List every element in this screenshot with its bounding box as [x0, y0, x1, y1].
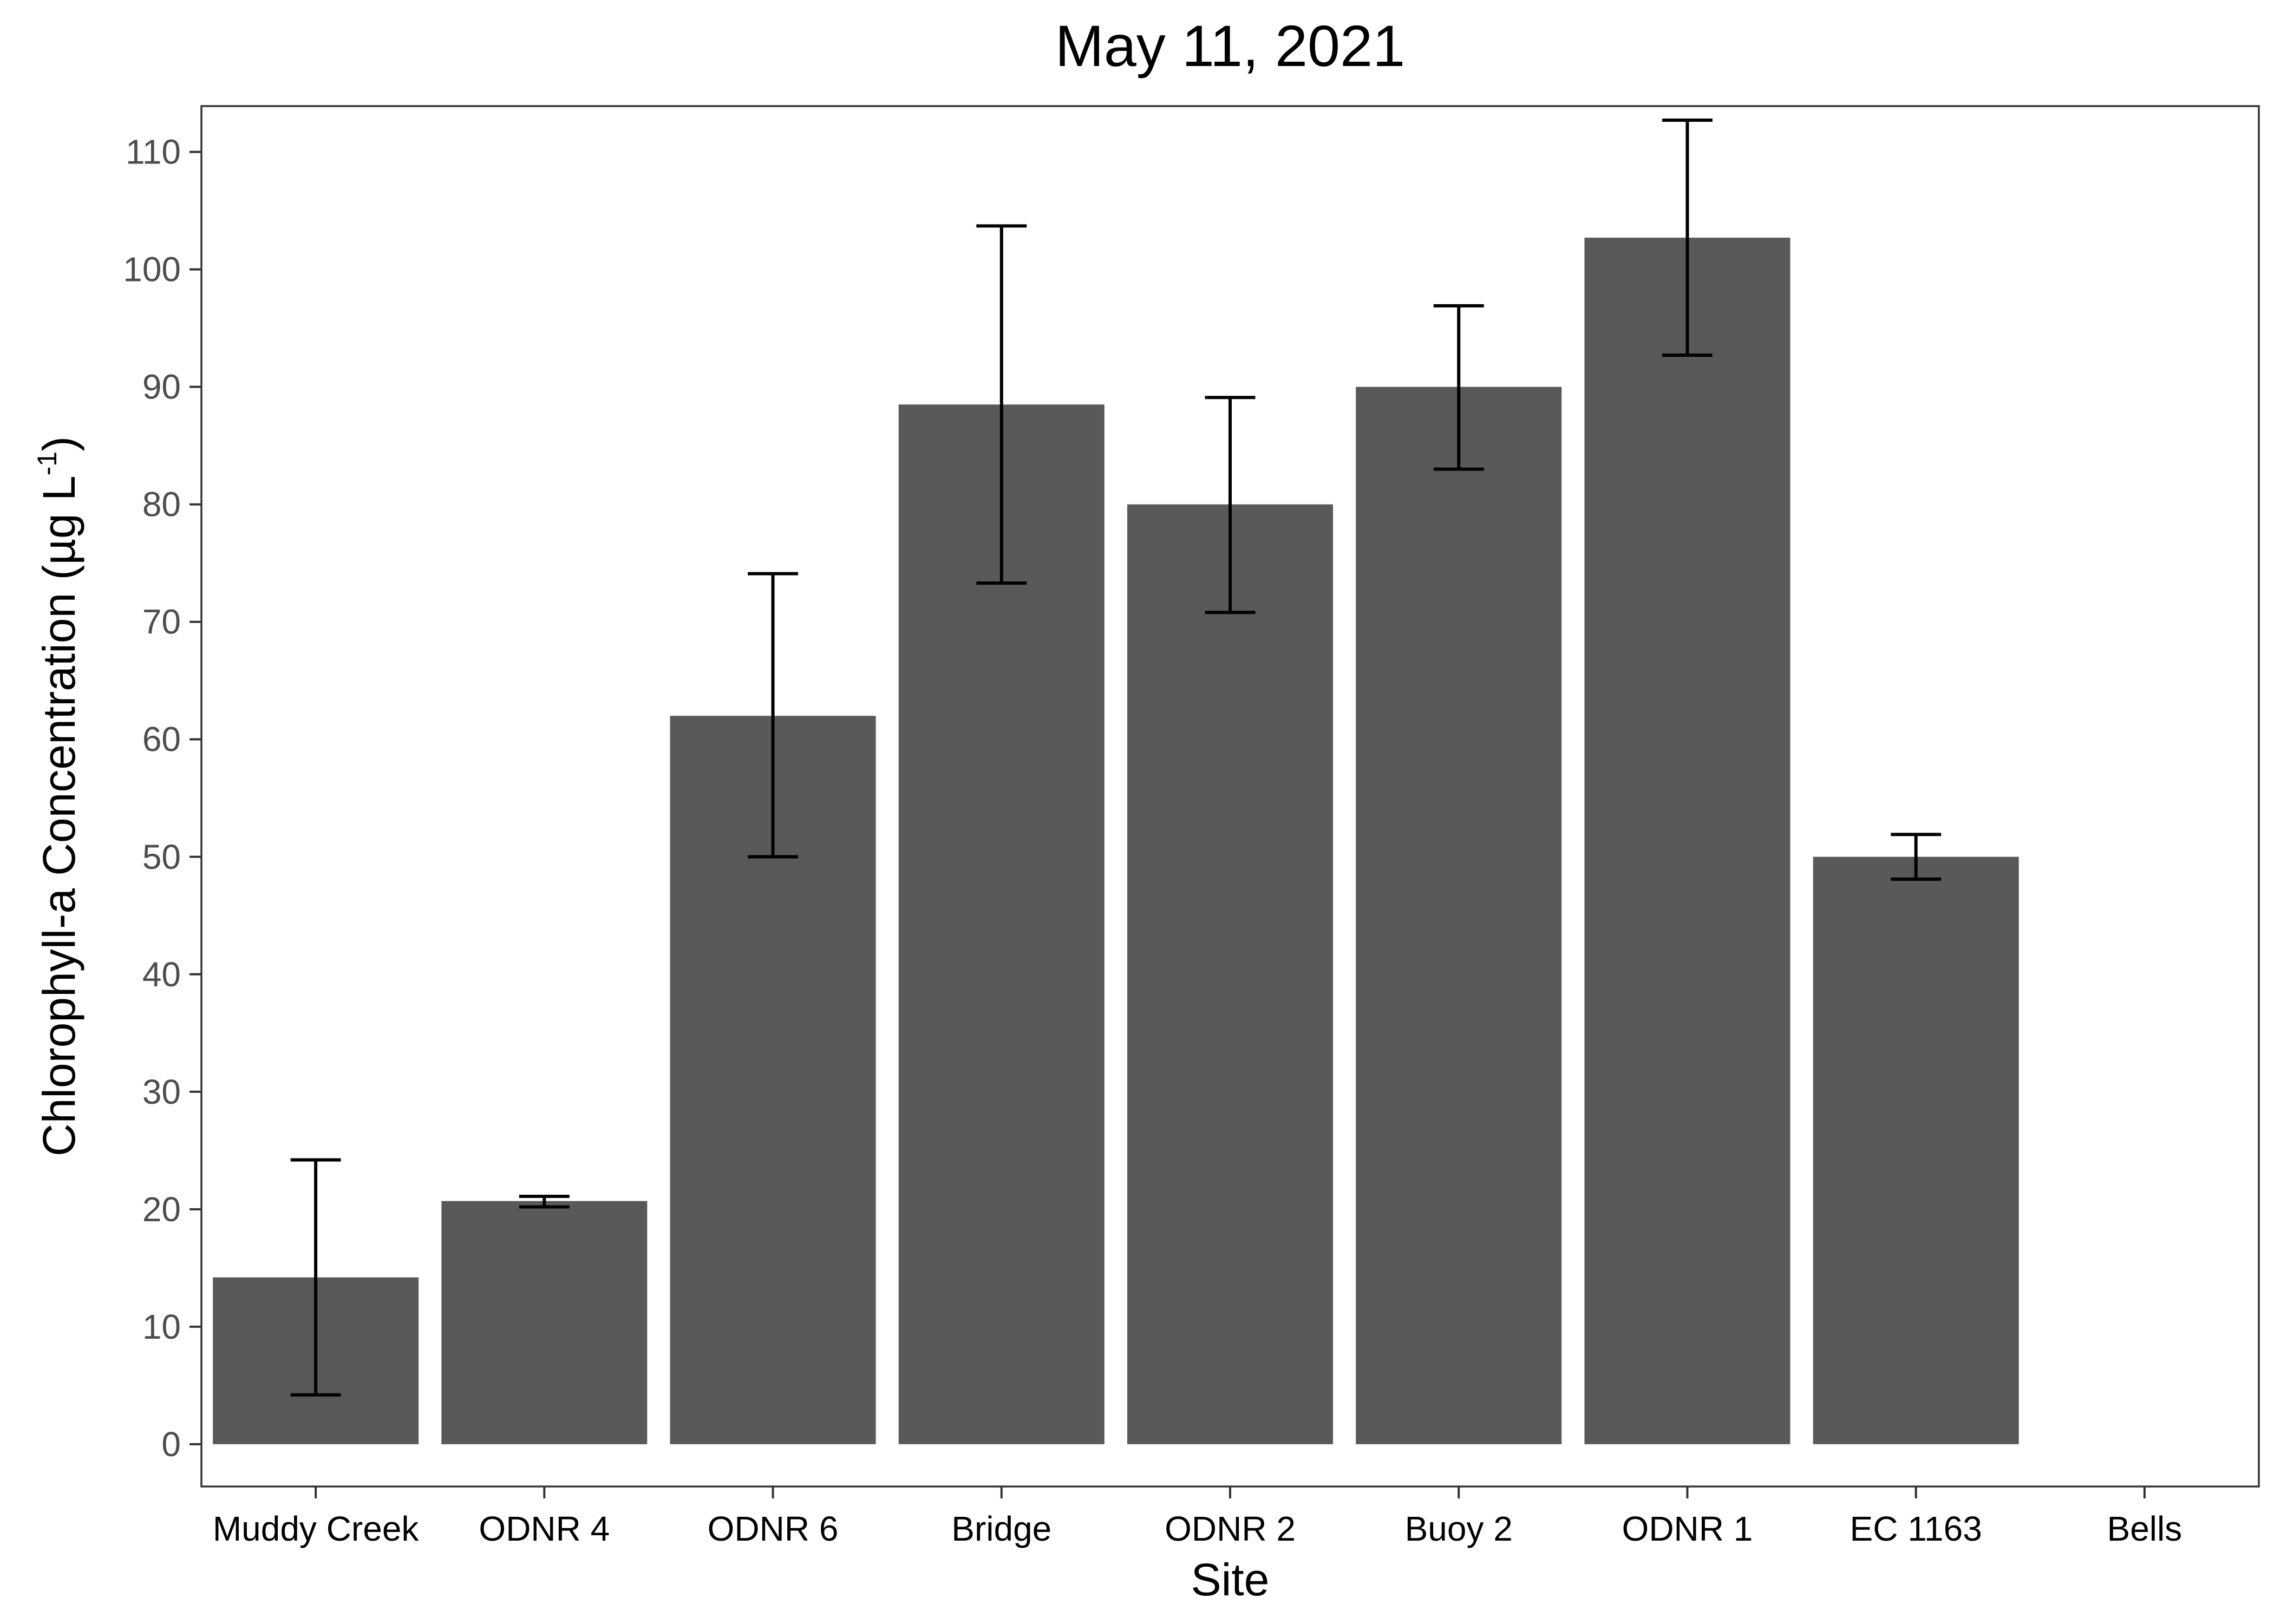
error-bar-buoy-2	[1433, 304, 1484, 471]
plot-panel	[200, 105, 2260, 1488]
x-tick-label: Muddy Creek	[213, 1509, 420, 1548]
y-tick-label: 20	[142, 1190, 181, 1229]
x-tick-label: EC 1163	[1850, 1509, 1982, 1548]
bar-buoy-2	[1356, 387, 1562, 1444]
x-tick-label: ODNR 1	[1622, 1509, 1753, 1548]
y-axis-label: Chlorophyll-a Concentration (µg L-1)	[32, 436, 84, 1156]
y-tick-label: 80	[142, 485, 181, 524]
x-tick-label: Bridge	[951, 1509, 1051, 1548]
bar-odnr-4	[441, 1201, 648, 1444]
error-bar-odnr-6	[748, 572, 798, 859]
y-tick-label: 10	[142, 1307, 181, 1346]
x-tick-label: ODNR 6	[708, 1509, 839, 1548]
x-axis: Muddy Creek ODNR 4 ODNR 6 Bridge ODNR 2 Buoy …	[213, 1487, 2182, 1548]
y-axis-label-main: Chlorophyll-a Concentration (µg L	[34, 475, 84, 1156]
y-tick-label: 110	[126, 133, 181, 172]
error-bar-ec-1163	[1891, 833, 1942, 881]
y-axis-label-superscript: -1	[32, 451, 62, 475]
error-bar-odnr-2	[1205, 396, 1256, 614]
bar-odnr-2	[1127, 504, 1333, 1444]
error-bar-bridge	[976, 224, 1027, 585]
y-tick-label: 60	[142, 720, 181, 759]
error-bar-odnr-1	[1662, 119, 1713, 357]
error-bar-odnr-4	[519, 1194, 570, 1209]
y-axis-label-close: )	[34, 436, 84, 451]
y-tick-label: 30	[142, 1072, 181, 1111]
x-tick-label: ODNR 4	[479, 1509, 610, 1548]
y-tick-label: 90	[142, 368, 181, 407]
y-tick-label: 40	[142, 955, 181, 994]
y-tick-label: 0	[161, 1425, 181, 1464]
y-tick-label: 50	[142, 837, 181, 876]
x-tick-label: Bells	[2107, 1509, 2182, 1548]
error-bars-group	[290, 119, 1942, 1397]
y-tick-label: 70	[142, 603, 181, 641]
bar-odnr-1	[1584, 238, 1791, 1444]
y-axis: 0 10 20 30 40 50 60 70 80 90 100 110	[123, 133, 201, 1464]
x-tick-label: Buoy 2	[1405, 1509, 1513, 1548]
bar-ec-1163	[1813, 856, 2019, 1444]
error-bar-muddy-creek	[290, 1158, 341, 1397]
y-tick-label: 100	[123, 250, 181, 289]
x-axis-label: Site	[1191, 1554, 1270, 1605]
chart-title: May 11, 2021	[1055, 13, 1405, 78]
x-tick-label: ODNR 2	[1165, 1509, 1296, 1548]
